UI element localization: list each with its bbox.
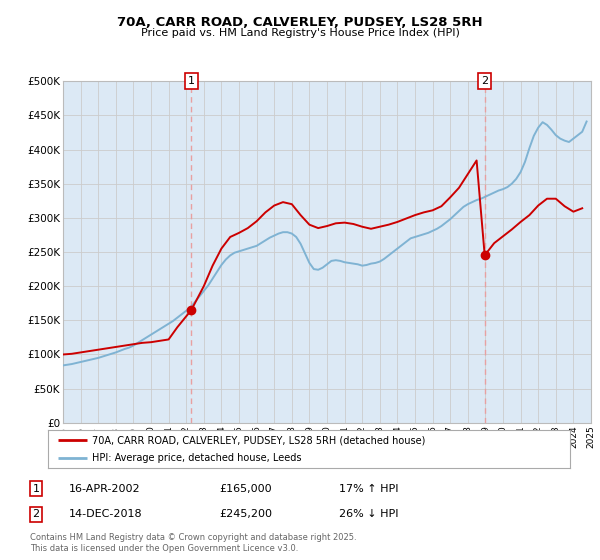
Text: Price paid vs. HM Land Registry's House Price Index (HPI): Price paid vs. HM Land Registry's House … [140,28,460,38]
Text: 2: 2 [32,509,40,519]
Text: 14-DEC-2018: 14-DEC-2018 [69,509,143,519]
Text: £245,200: £245,200 [219,509,272,519]
Text: 1: 1 [188,76,195,86]
Text: Contains HM Land Registry data © Crown copyright and database right 2025.
This d: Contains HM Land Registry data © Crown c… [30,533,356,553]
Text: 1: 1 [32,484,40,494]
Text: £165,000: £165,000 [219,484,272,494]
Text: 70A, CARR ROAD, CALVERLEY, PUDSEY, LS28 5RH: 70A, CARR ROAD, CALVERLEY, PUDSEY, LS28 … [117,16,483,29]
Text: HPI: Average price, detached house, Leeds: HPI: Average price, detached house, Leed… [92,453,302,463]
Text: 17% ↑ HPI: 17% ↑ HPI [339,484,398,494]
Text: 70A, CARR ROAD, CALVERLEY, PUDSEY, LS28 5RH (detached house): 70A, CARR ROAD, CALVERLEY, PUDSEY, LS28 … [92,435,426,445]
Text: 2: 2 [481,76,488,86]
Text: 16-APR-2002: 16-APR-2002 [69,484,140,494]
Text: 26% ↓ HPI: 26% ↓ HPI [339,509,398,519]
